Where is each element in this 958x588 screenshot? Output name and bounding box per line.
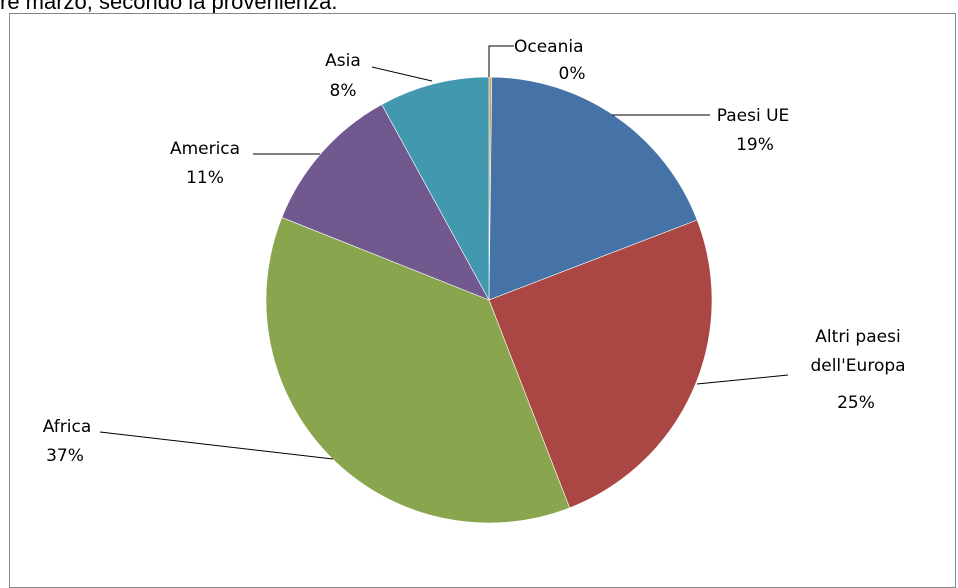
slice-label-africa: Africa [43, 417, 92, 437]
slice-label-asia: Asia [325, 51, 361, 71]
pie-slices [265, 76, 713, 524]
chart-caption: re marzo, secondo la provenienza. [0, 0, 338, 14]
slice-label-oceania: Oceania [514, 37, 584, 57]
slice-label-altri-paesi-dell-europa-line1: Altri paesi [815, 327, 900, 347]
pie-slice-altri-paesi-dell-europa [488, 219, 713, 509]
slice-label-paesi-ue: Paesi UE [717, 106, 790, 126]
pie-slice-africa [265, 217, 571, 524]
leader-line-altri-paesi-dell-europa [696, 374, 789, 385]
slice-labels: Oceania 0% Paesi UE 19% Altri paesi dell'Euro… [43, 37, 906, 466]
slice-label-america: America [170, 139, 240, 159]
slice-value-africa: 37% [46, 446, 84, 466]
pie-slice-america [281, 104, 490, 301]
pie-slice-asia [381, 76, 490, 301]
leader-line-oceania [488, 45, 514, 77]
pie-slice-paesi-ue [488, 76, 698, 301]
leader-line-asia [371, 66, 433, 82]
slice-value-altri-paesi-dell-europa: 25% [837, 393, 875, 413]
leader-line-africa [99, 431, 334, 460]
slice-value-asia: 8% [330, 81, 357, 101]
slice-value-america: 11% [186, 168, 224, 188]
slice-value-paesi-ue: 19% [736, 135, 774, 155]
slice-value-oceania: 0% [559, 64, 586, 84]
slice-label-altri-paesi-dell-europa-line2: dell'Europa [810, 356, 905, 376]
leader-lines [99, 45, 789, 460]
